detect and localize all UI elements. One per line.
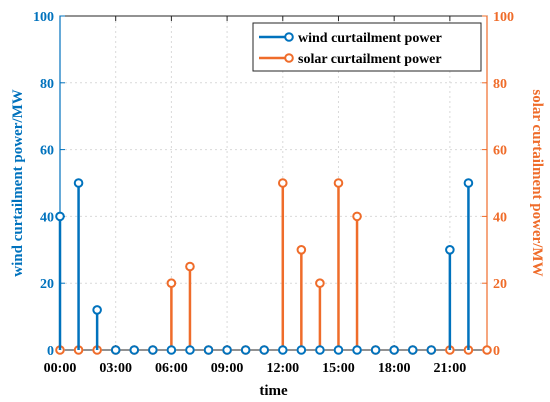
stem-marker — [277, 178, 288, 188]
stem-marker — [463, 178, 474, 188]
stem-marker — [315, 345, 325, 355]
stem-marker — [389, 345, 399, 355]
y-right-tick-label: 20 — [493, 277, 507, 292]
y-axis-right-label: solar curtailment power/MW — [529, 89, 545, 276]
stem-marker — [166, 345, 177, 355]
x-tick-label: 03:00 — [99, 361, 132, 376]
y-left-tick-label: 100 — [33, 10, 54, 25]
y-right-tick-label: 40 — [493, 210, 507, 225]
y-axis-left-label: wind curtailment power/MW — [10, 89, 26, 276]
x-tick-label: 15:00 — [322, 361, 355, 376]
stem-marker — [92, 305, 102, 315]
stem-marker — [203, 345, 214, 355]
stem-marker — [185, 261, 195, 272]
series-0 — [55, 178, 474, 355]
series — [55, 178, 492, 355]
x-tick-label: 00:00 — [44, 361, 77, 376]
y-right-tick-label: 60 — [493, 144, 507, 159]
x-tick-label: 18:00 — [378, 361, 411, 376]
legend-box — [252, 22, 482, 72]
stem-marker — [370, 345, 381, 355]
stem-marker — [240, 345, 251, 355]
x-tick-label: 06:00 — [155, 361, 188, 376]
stem-marker — [185, 345, 195, 355]
stem-marker — [73, 178, 84, 188]
legend-wind-marker — [284, 32, 294, 42]
stem-marker — [407, 345, 418, 355]
x-axis-label: time — [259, 383, 288, 399]
y-left-tick-label: 40 — [40, 210, 54, 225]
stem-marker — [277, 345, 288, 355]
stem-marker — [426, 345, 437, 355]
y-left-tick-label: 60 — [40, 144, 54, 159]
y-left-tick-label: 80 — [40, 77, 54, 92]
series-1 — [55, 178, 492, 355]
stem-marker — [148, 345, 158, 355]
legend-solar-label: solar curtailment power — [298, 52, 442, 67]
y-right-tick-label: 80 — [493, 77, 507, 92]
stem-marker — [259, 345, 270, 355]
stem-marker — [315, 278, 325, 289]
stem-marker — [222, 345, 232, 355]
x-tick-label: 12:00 — [266, 361, 299, 376]
stem-marker — [296, 345, 307, 355]
stem-marker — [482, 345, 492, 355]
x-tick-label: 21:00 — [434, 361, 467, 376]
stem-marker — [110, 345, 121, 355]
legend: wind curtailment power solar curtailment… — [252, 22, 482, 72]
stem-marker — [333, 178, 344, 188]
legend-solar-marker — [284, 53, 294, 63]
stem-marker — [333, 345, 344, 355]
stem-marker — [129, 345, 140, 355]
stem-marker — [352, 345, 362, 355]
y-left-tick-label: 20 — [40, 277, 54, 292]
stem-marker — [296, 245, 307, 255]
stem-marker — [166, 278, 177, 289]
y-right-tick-label: 0 — [493, 344, 500, 359]
y-right-tick-label: 100 — [493, 10, 514, 25]
stem-marker — [352, 211, 362, 222]
y-left-tick-label: 0 — [47, 344, 54, 359]
legend-wind-label: wind curtailment power — [298, 31, 442, 46]
stem-marker — [55, 211, 65, 222]
stem-marker — [445, 245, 455, 255]
x-tick-label: 09:00 — [211, 361, 244, 376]
